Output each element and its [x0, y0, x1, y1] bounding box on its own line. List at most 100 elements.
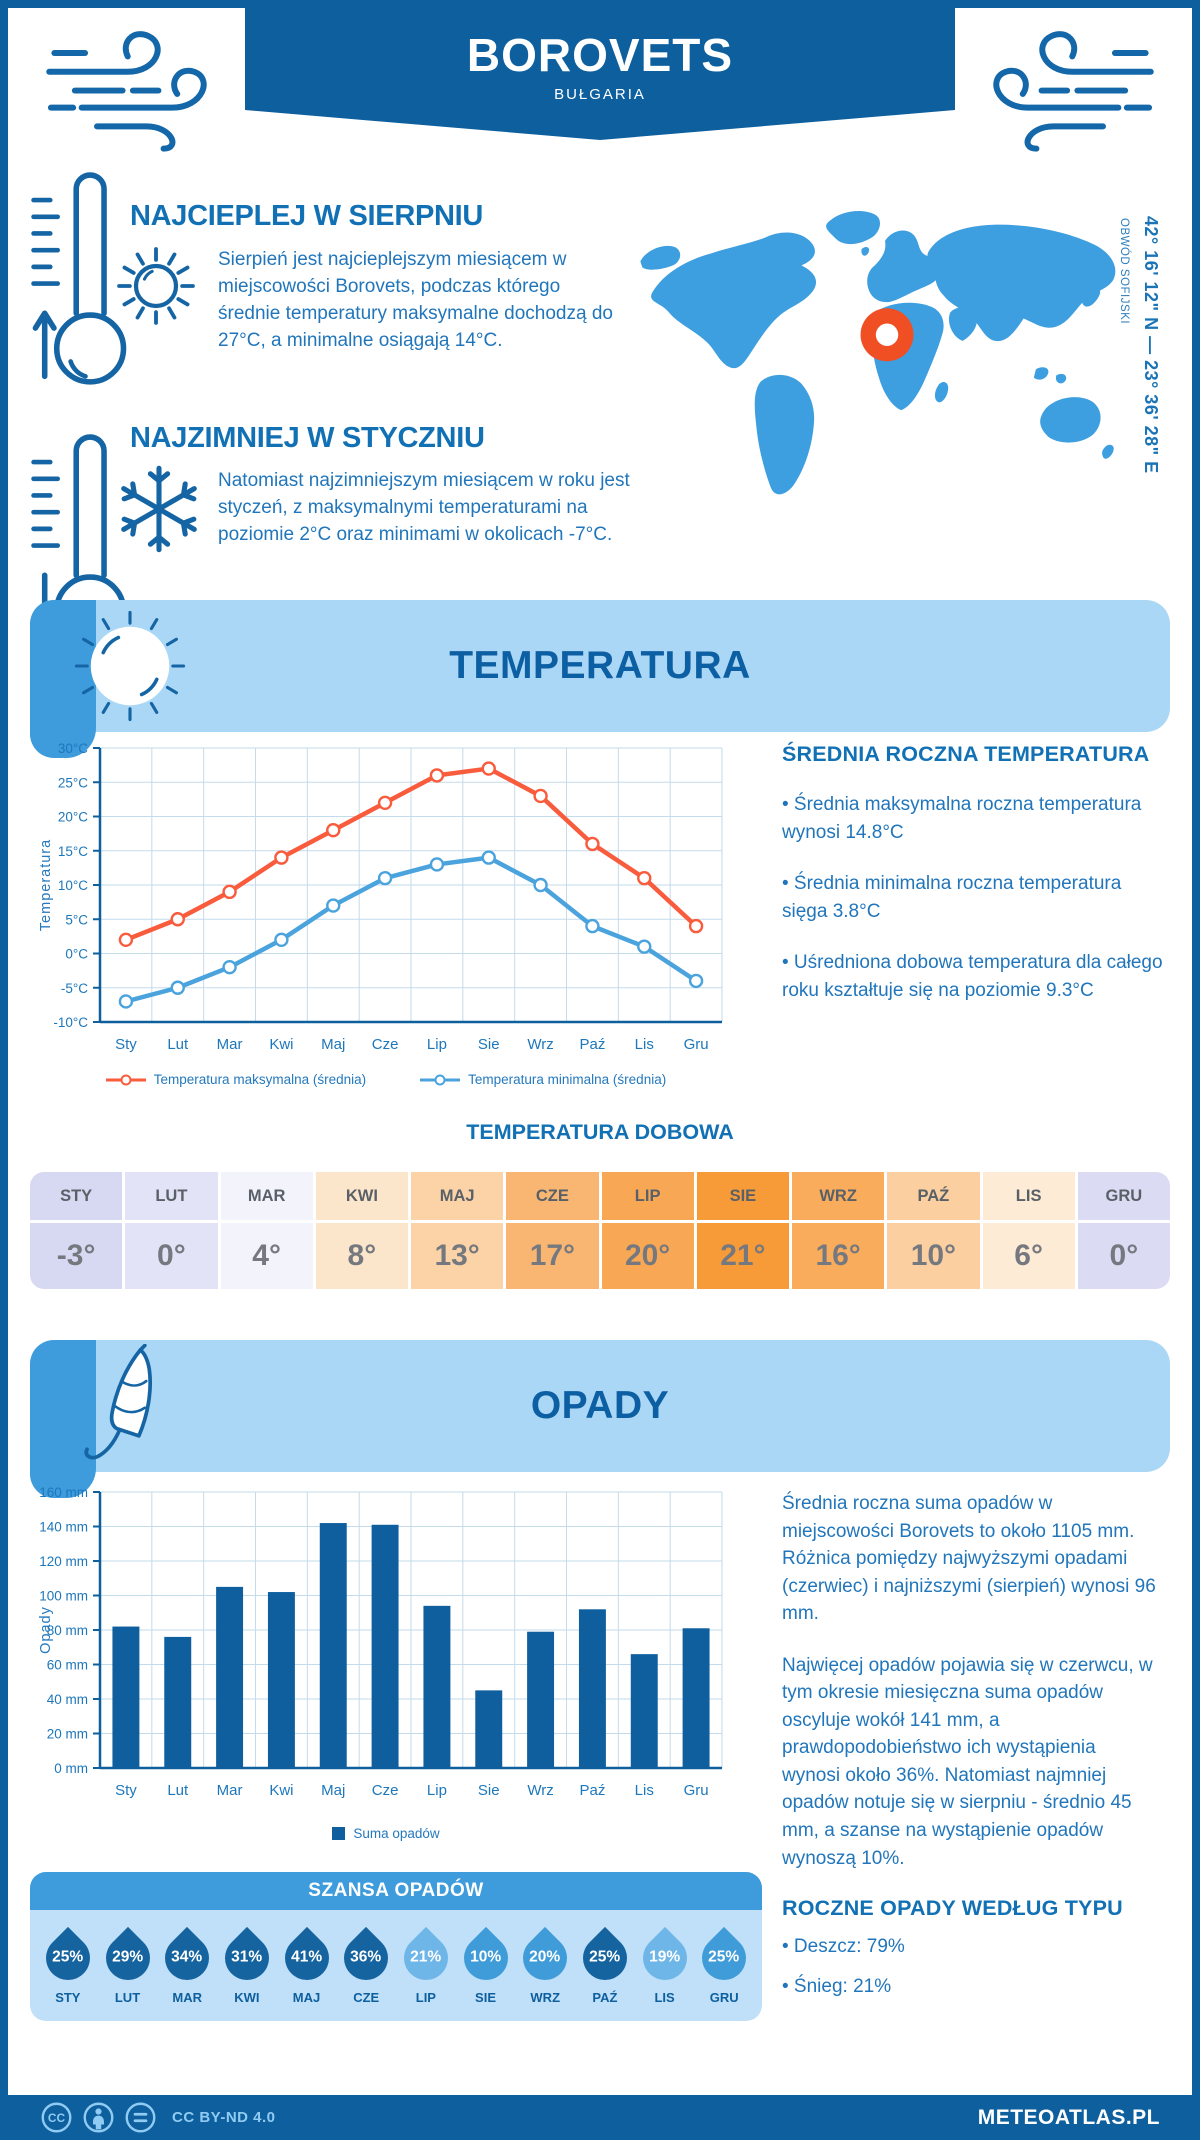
precipitation-section-title: OPADY — [530, 1384, 670, 1427]
bar — [112, 1626, 140, 1768]
license-label: CC BY-ND 4.0 — [172, 2109, 276, 2126]
banner-strip — [30, 1340, 96, 1498]
svg-text:Maj: Maj — [321, 1782, 345, 1799]
footer: CC CC BY-ND 4.0 METEOATLAS.PL — [0, 2095, 1200, 2140]
daily-temperature-heading: TEMPERATURA DOBOWA — [466, 1120, 734, 1144]
droplet-icon: 34% — [156, 1926, 219, 1990]
chance-drops: 25% STY 29% LUT 34% MAR 31% KWI 41% MAJ 36% CZE 21% L… — [30, 1910, 762, 2021]
bar — [630, 1654, 658, 1768]
annual-bullet: • Uśredniona dobowa temperatura dla całe… — [782, 952, 1163, 1001]
svg-text:Sie: Sie — [478, 1782, 500, 1799]
bar — [475, 1690, 503, 1768]
svg-text:Gru: Gru — [684, 1036, 709, 1053]
temp-table-month: PAŹ — [887, 1172, 980, 1220]
svg-text:0°C: 0°C — [65, 947, 88, 962]
title-banner: BOROVETS BUŁGARIA — [245, 8, 955, 140]
annual-bullet: • Średnia maksymalna roczna temperatura … — [782, 794, 1142, 843]
precipitation-paragraph: Najwięcej opadów pojawia się w czerwcu, … — [782, 1654, 1153, 1869]
precipitation-text-column: Średnia roczna suma opadów w miejscowośc… — [782, 1490, 1156, 2000]
chance-percent: 41% — [291, 1949, 323, 1966]
svg-text:Sie: Sie — [478, 1036, 500, 1053]
legend-item: Suma opadów — [332, 1826, 440, 1841]
chance-month: LUT — [114, 1990, 141, 2005]
chance-percent: 36% — [350, 1949, 382, 1966]
precip-type-bullet: • Śnieg: 21% — [782, 1975, 892, 1997]
svg-text:Gru: Gru — [684, 1782, 709, 1799]
precip-chance-item: 29% LUT — [96, 1920, 159, 2005]
svg-text:Lut: Lut — [167, 1782, 189, 1799]
umbrella-icon — [84, 1344, 153, 1460]
droplet-icon: 31% — [215, 1926, 278, 1990]
bar — [578, 1609, 606, 1768]
temp-table-value: 10° — [887, 1223, 980, 1289]
svg-text:Mar: Mar — [217, 1036, 243, 1053]
svg-text:Sty: Sty — [115, 1782, 137, 1799]
legend-label: Suma opadów — [353, 1826, 440, 1841]
svg-text:Kwi: Kwi — [269, 1782, 293, 1799]
temperature-section-banner: TEMPERATURA — [30, 600, 1170, 758]
precipitation-chart: 0 mm 20 mm 40 mm 60 mm 80 mm 100 mm 120 mm 140 … — [36, 1482, 736, 1823]
temp-table-value: -3° — [30, 1223, 123, 1289]
chance-month: KWI — [234, 1990, 260, 2005]
bar — [423, 1605, 451, 1768]
svg-text:10°C: 10°C — [58, 878, 88, 893]
bar — [371, 1524, 399, 1768]
svg-text:120 mm: 120 mm — [39, 1554, 88, 1569]
temp-table-value: 0° — [125, 1223, 218, 1289]
snowflake-icon — [121, 465, 197, 553]
legend-label: Temperatura maksymalna (średnia) — [153, 1072, 367, 1087]
legend-item: Temperatura minimalna (średnia) — [420, 1072, 666, 1087]
svg-text:Maj: Maj — [321, 1036, 345, 1053]
svg-text:100 mm: 100 mm — [39, 1589, 88, 1604]
chance-month: CZE — [353, 1990, 380, 2005]
series-line — [123, 855, 699, 1004]
sun-icon — [117, 247, 195, 325]
temp-table-month: WRZ — [792, 1172, 885, 1220]
precipitation-bar-chart: 0 mm 20 mm 40 mm 60 mm 80 mm 100 mm 120 mm 140 … — [38, 1485, 723, 1799]
temp-table-month: MAR — [220, 1172, 313, 1220]
droplet-icon: 19% — [633, 1926, 696, 1990]
svg-text:60 mm: 60 mm — [47, 1658, 88, 1673]
svg-text:140 mm: 140 mm — [39, 1520, 88, 1535]
svg-text:Wrz: Wrz — [527, 1782, 553, 1799]
bar — [682, 1628, 710, 1768]
cc-icon: CC — [41, 2102, 72, 2133]
temp-table-month: MAJ — [411, 1172, 504, 1220]
svg-text:Wrz: Wrz — [527, 1036, 553, 1053]
svg-text:Lip: Lip — [427, 1782, 447, 1799]
sun-banner-icon — [74, 610, 186, 722]
droplet-icon: 29% — [96, 1926, 159, 1990]
svg-text:Mar: Mar — [217, 1782, 243, 1799]
bar — [216, 1586, 244, 1768]
precip-chance-item: 34% MAR — [156, 1920, 219, 2005]
svg-text:30°C: 30°C — [58, 741, 88, 756]
precipitation-section-banner: OPADY — [30, 1340, 1170, 1498]
svg-text:Sty: Sty — [115, 1036, 137, 1053]
svg-text:Lis: Lis — [635, 1782, 654, 1799]
precip-chance-item: 10% SIE — [454, 1920, 517, 2005]
banner-chevron — [245, 110, 955, 140]
precip-chance-item: 36% CZE — [335, 1920, 398, 2005]
chance-percent: 10% — [470, 1949, 502, 1966]
temp-table-value: 13° — [411, 1223, 504, 1289]
svg-text:Paź: Paź — [579, 1036, 605, 1053]
chance-month: MAJ — [292, 1990, 321, 2005]
svg-text:Lip: Lip — [427, 1036, 447, 1053]
temperature-chart-legend: Temperatura maksymalna (średnia) Temperat… — [36, 1072, 736, 1087]
precip-chance-item: 25% GRU — [693, 1920, 756, 2005]
droplet-icon: 10% — [454, 1926, 517, 1990]
temp-table-month: LIP — [601, 1172, 694, 1220]
brand-label: METEOATLAS.PL — [977, 2105, 1160, 2129]
bar — [527, 1631, 555, 1768]
cold-paragraph: Natomiast najzimniejszym miesiącem w rok… — [218, 470, 630, 545]
temp-table-value: 21° — [696, 1223, 789, 1289]
svg-text:CC: CC — [48, 2111, 66, 2125]
chance-month: LIP — [415, 1990, 436, 2005]
temp-table-month: GRU — [1077, 1172, 1170, 1220]
svg-text:5°C: 5°C — [65, 912, 88, 927]
chance-month: PAŹ — [592, 1990, 618, 2005]
bar — [164, 1636, 192, 1768]
svg-text:40 mm: 40 mm — [47, 1692, 88, 1707]
svg-text:15°C: 15°C — [58, 844, 88, 859]
